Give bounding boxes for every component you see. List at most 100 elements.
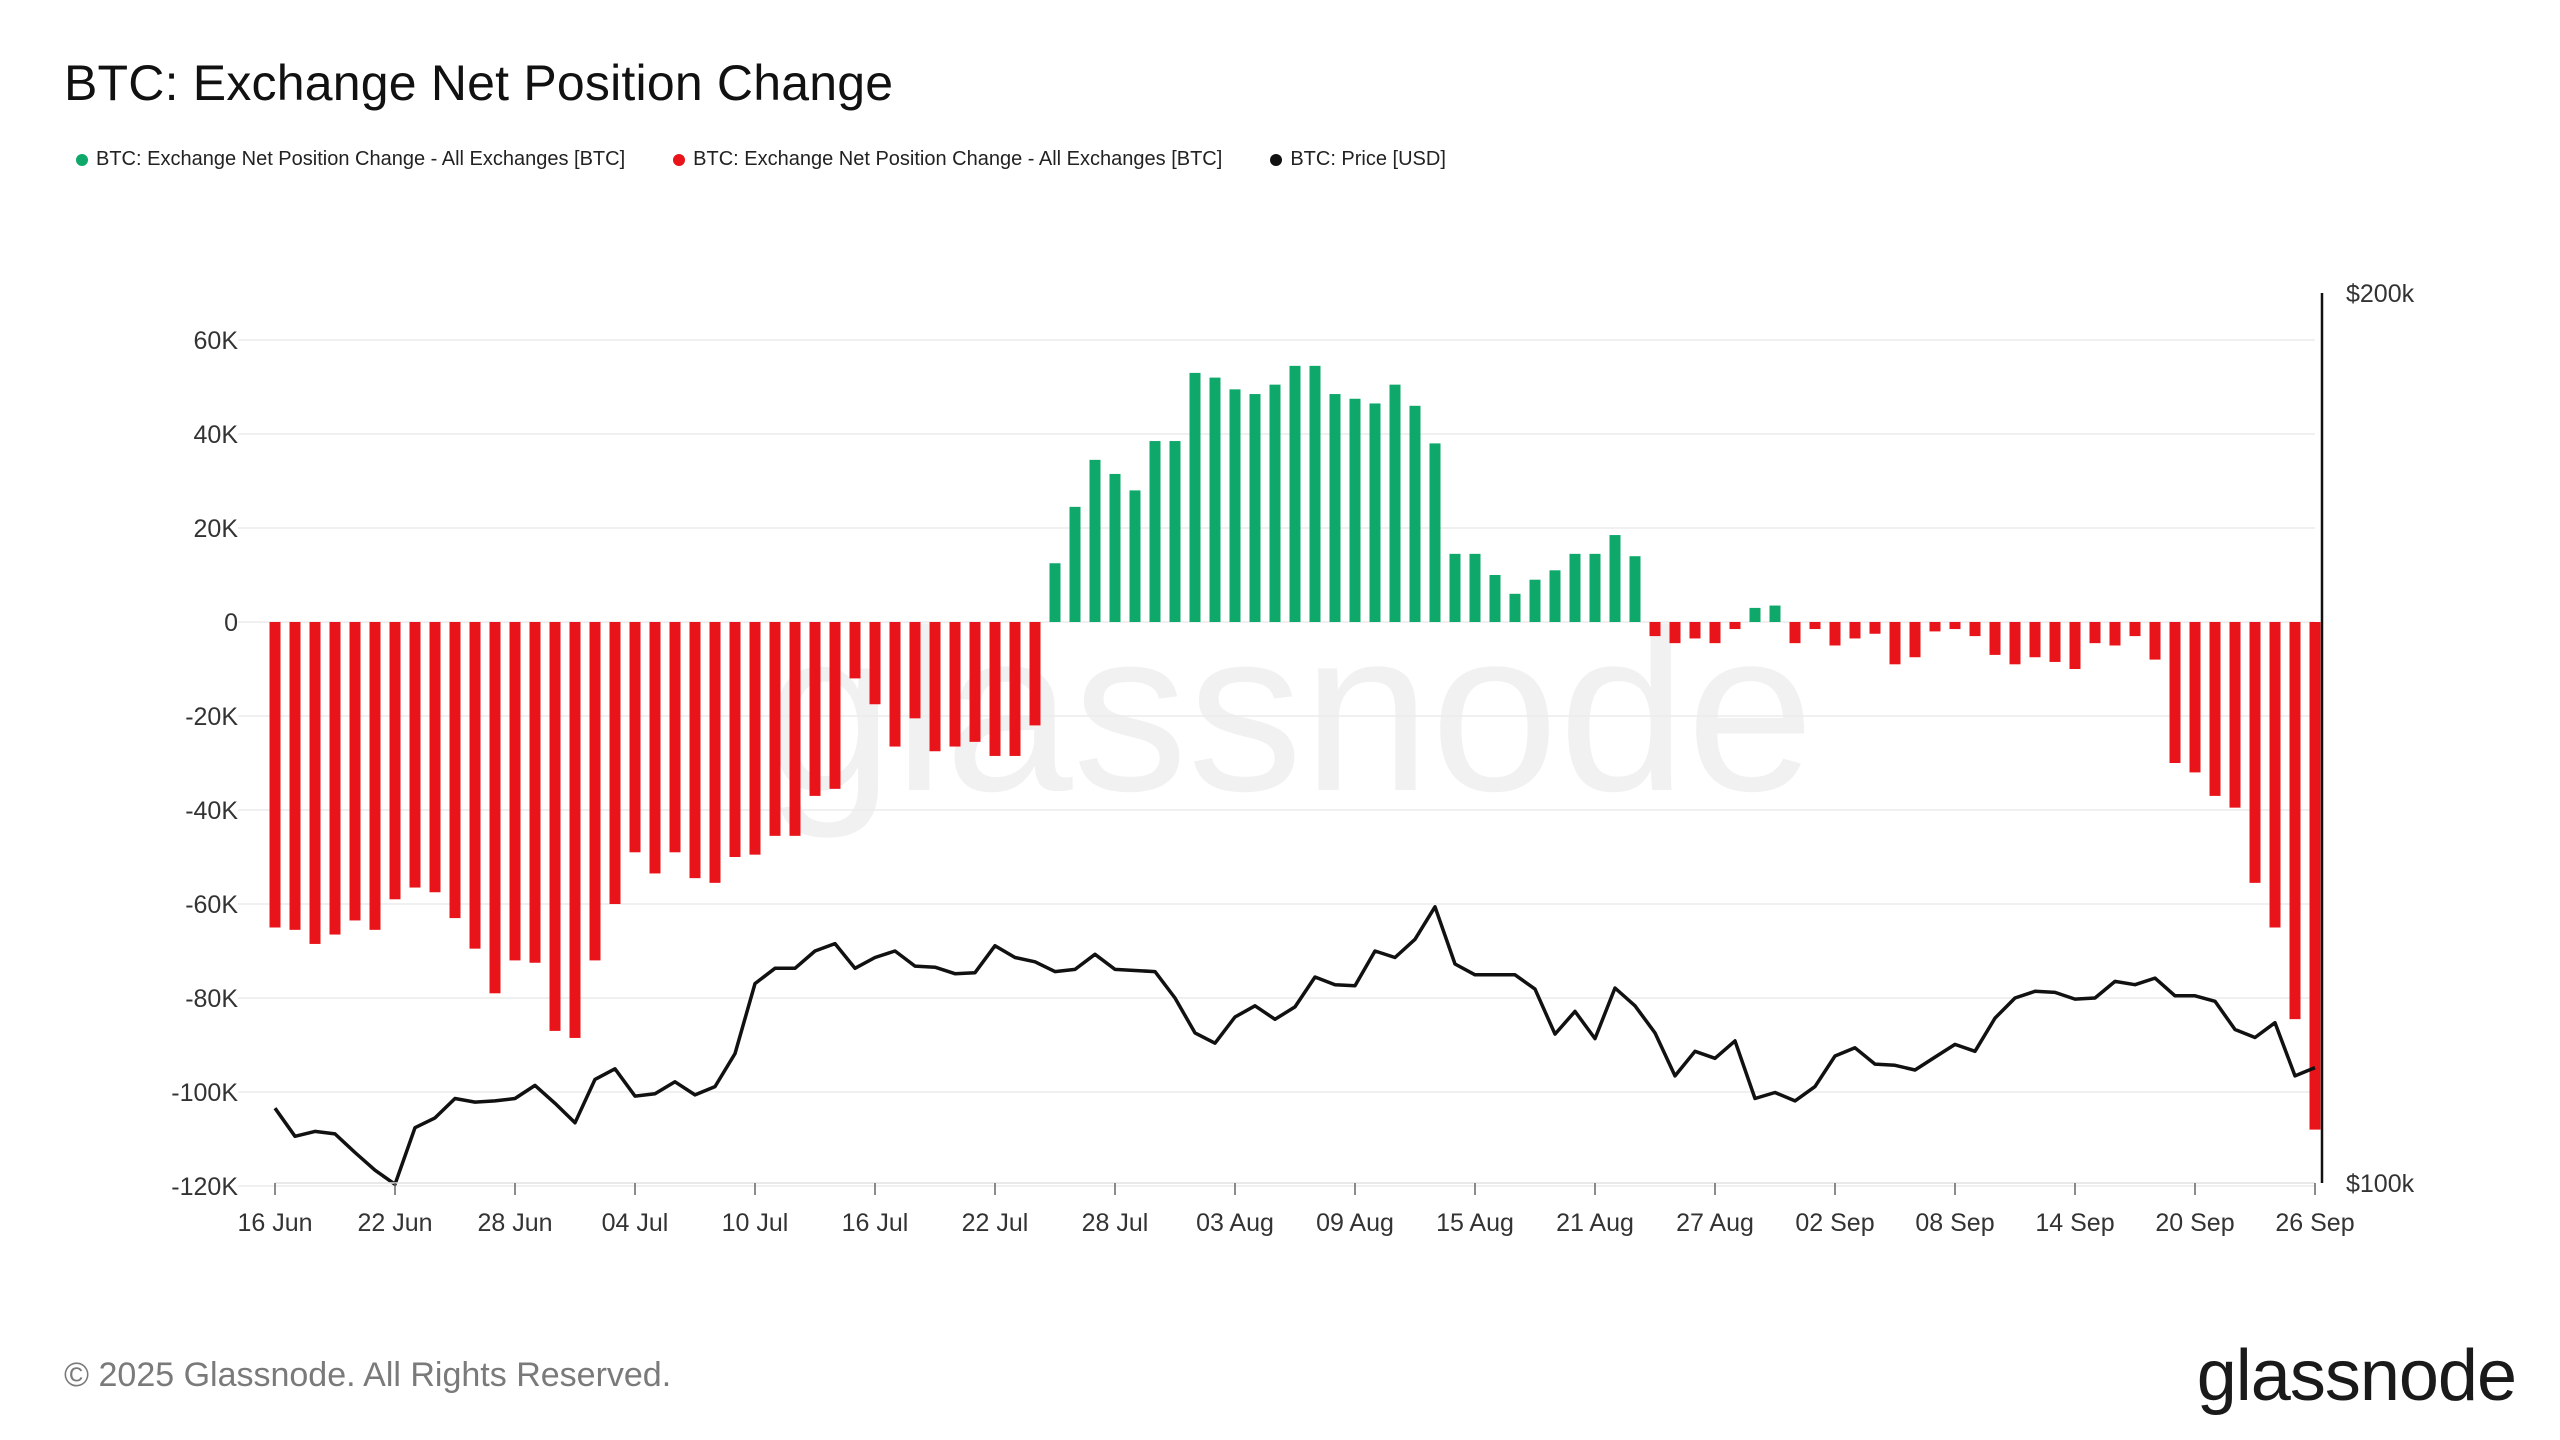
x-tick-label: 22 Jun xyxy=(357,1209,432,1237)
x-tick-label: 03 Aug xyxy=(1196,1209,1274,1237)
x-tick-label: 02 Sep xyxy=(1795,1209,1874,1237)
right-tick-label: $100k xyxy=(2346,1170,2415,1198)
bar-negative xyxy=(749,622,761,855)
bar-negative xyxy=(489,622,501,994)
bar-negative xyxy=(469,622,481,949)
legend-item-inflow-positive[interactable]: BTC: Exchange Net Position Change - All … xyxy=(76,148,625,171)
y-tick-label: 40K xyxy=(194,421,239,449)
x-tick-label: 21 Aug xyxy=(1556,1209,1634,1237)
bar-negative xyxy=(949,622,961,747)
x-tick-label: 15 Aug xyxy=(1436,1209,1514,1237)
bar-negative xyxy=(1009,622,1021,756)
bar-negative xyxy=(2189,622,2201,773)
bar-negative xyxy=(1689,622,1701,639)
bar-negative xyxy=(2089,622,2101,644)
bar-negative xyxy=(2149,622,2161,660)
bar-positive xyxy=(1389,384,1401,622)
x-tick-label: 22 Jul xyxy=(962,1209,1029,1237)
bar-negative xyxy=(969,622,981,742)
bar-negative xyxy=(1969,622,1981,637)
legend-green-dot-icon xyxy=(76,153,88,166)
bar-negative xyxy=(509,622,521,961)
legend-item-price[interactable]: BTC: Price [USD] xyxy=(1270,148,1446,171)
bar-positive xyxy=(1049,563,1061,622)
legend-label: BTC: Price [USD] xyxy=(1290,148,1446,170)
price-line xyxy=(273,905,2316,1187)
bar-positive xyxy=(1549,570,1561,622)
x-tick-label: 27 Aug xyxy=(1676,1209,1754,1237)
bar-negative xyxy=(849,622,861,679)
x-tick-label: 28 Jul xyxy=(1082,1209,1149,1237)
bar-negative xyxy=(2069,622,2081,669)
bar-negative xyxy=(429,622,441,893)
bar-negative xyxy=(1829,622,1841,646)
bar-negative xyxy=(2229,622,2241,808)
bar-negative xyxy=(1029,622,1041,726)
bar-positive xyxy=(1249,394,1261,622)
glassnode-logo[interactable]: glassnode xyxy=(2196,1336,2517,1416)
legend-label: BTC: Exchange Net Position Change - All … xyxy=(693,148,1223,170)
bar-positive xyxy=(1329,394,1341,622)
y-tick-label: 0 xyxy=(224,609,238,637)
bar-negative xyxy=(2129,622,2141,637)
bar-negative xyxy=(669,622,681,853)
bar-negative xyxy=(709,622,721,883)
bar-positive xyxy=(1089,459,1101,622)
chart-legend: BTC: Exchange Net Position Change - All … xyxy=(76,148,1446,171)
x-tick-label: 08 Sep xyxy=(1915,1209,1994,1237)
y-tick-label: -20K xyxy=(185,703,238,731)
x-tick-label: 10 Jul xyxy=(722,1209,789,1237)
bar-positive xyxy=(1609,535,1621,622)
bar-negative xyxy=(329,622,341,935)
legend-red-dot-icon xyxy=(673,153,686,166)
bar-negative xyxy=(2309,622,2321,1130)
bar-negative xyxy=(1669,622,1681,644)
bar-negative xyxy=(309,622,321,944)
bar-positive xyxy=(1269,384,1281,622)
bar-negative xyxy=(829,622,841,789)
bar-positive xyxy=(1129,490,1141,622)
bar-negative xyxy=(1809,622,1821,630)
bar-positive xyxy=(1589,553,1601,622)
bar-negative xyxy=(409,622,421,888)
bar-negative xyxy=(1649,622,1661,637)
bar-positive xyxy=(1349,398,1361,622)
footer-copyright: © 2025 Glassnode. All Rights Reserved. xyxy=(64,1356,672,1394)
bar-positive xyxy=(1469,553,1481,622)
x-tick-label: 26 Sep xyxy=(2275,1209,2354,1237)
bar-positive xyxy=(1429,443,1441,622)
bar-positive xyxy=(1489,575,1501,622)
bar-positive xyxy=(1369,403,1381,622)
y-tick-label: 60K xyxy=(194,327,239,355)
bar-negative xyxy=(2249,622,2261,883)
bar-negative xyxy=(609,622,621,904)
bar-negative xyxy=(2029,622,2041,658)
bar-negative xyxy=(889,622,901,747)
bar-positive xyxy=(1169,441,1181,622)
bar-negative xyxy=(2289,622,2301,1020)
legend-label: BTC: Exchange Net Position Change - All … xyxy=(96,148,626,170)
bar-negative xyxy=(789,622,801,836)
bar-negative xyxy=(389,622,401,900)
y-tick-label: -100K xyxy=(171,1079,238,1107)
bar-negative xyxy=(649,622,661,874)
bar-positive xyxy=(1069,506,1081,622)
bar-negative xyxy=(629,622,641,853)
bar-positive xyxy=(1409,405,1421,622)
right-tick-label: $200k xyxy=(2346,280,2415,308)
x-tick-label: 16 Jul xyxy=(842,1209,909,1237)
bar-negative xyxy=(989,622,1001,756)
bar-negative xyxy=(569,622,581,1038)
x-tick-label: 09 Aug xyxy=(1316,1209,1394,1237)
legend-item-outflow-negative[interactable]: BTC: Exchange Net Position Change - All … xyxy=(673,148,1222,171)
legend-black-dot-icon xyxy=(1270,153,1283,166)
x-tick-label: 20 Sep xyxy=(2155,1209,2234,1237)
bar-negative xyxy=(1869,622,1881,634)
price-series xyxy=(273,905,2316,1187)
bar-negative xyxy=(2209,622,2221,796)
bar-negative xyxy=(2169,622,2181,763)
bar-negative xyxy=(2009,622,2021,665)
bar-negative xyxy=(689,622,701,879)
bar-negative xyxy=(929,622,941,752)
bar-series xyxy=(269,365,2321,1130)
